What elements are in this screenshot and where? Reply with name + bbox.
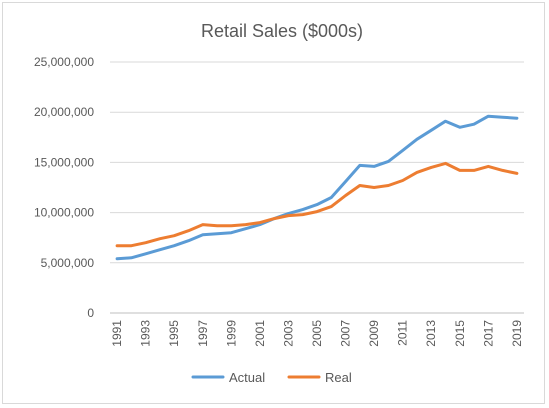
x-axis-tick-labels: 1991 1993 1995 1997 1999 2001 2003 2005 2007 2009… <box>110 320 524 347</box>
series-lines <box>115 114 519 261</box>
x-tick-label: 1995 <box>167 320 181 347</box>
x-tick-label: 1991 <box>110 320 124 347</box>
y-axis-tick-labels: 0 5,000,000 10,000,000 15,000,000 20,000,000… <box>34 55 94 320</box>
y-tick-label: 5,000,000 <box>41 256 95 270</box>
y-tick-label: 20,000,000 <box>34 105 94 119</box>
gridlines <box>110 61 524 264</box>
y-tick-label: 10,000,000 <box>34 206 94 220</box>
x-tick-label: 2001 <box>253 320 267 347</box>
x-tick-label: 2013 <box>424 320 438 347</box>
x-tick-label: 1997 <box>196 320 210 347</box>
legend-label-real: Real <box>325 370 352 385</box>
legend: Actual Real <box>191 370 352 385</box>
legend-label-actual: Actual <box>229 370 265 385</box>
x-tick-label: 2003 <box>281 320 295 347</box>
x-tick-label: 1999 <box>224 320 238 347</box>
x-tick-label: 2011 <box>396 320 410 346</box>
x-tick-label: 2009 <box>367 320 381 347</box>
chart-title: Retail Sales ($000s) <box>201 21 363 41</box>
chart-area <box>2 2 545 404</box>
x-tick-label: 2019 <box>510 320 524 347</box>
x-tick-label: 1993 <box>139 320 153 347</box>
series-line-real <box>115 161 519 248</box>
y-tick-label: 15,000,000 <box>34 155 94 169</box>
x-tick-label: 2007 <box>339 320 353 347</box>
y-tick-label: 25,000,000 <box>34 55 94 69</box>
y-tick-label: 0 <box>87 306 94 320</box>
x-tick-label: 2017 <box>481 320 495 347</box>
x-tick-label: 2005 <box>310 320 324 347</box>
series-line-actual <box>115 114 519 261</box>
x-tick-label: 2015 <box>453 320 467 347</box>
